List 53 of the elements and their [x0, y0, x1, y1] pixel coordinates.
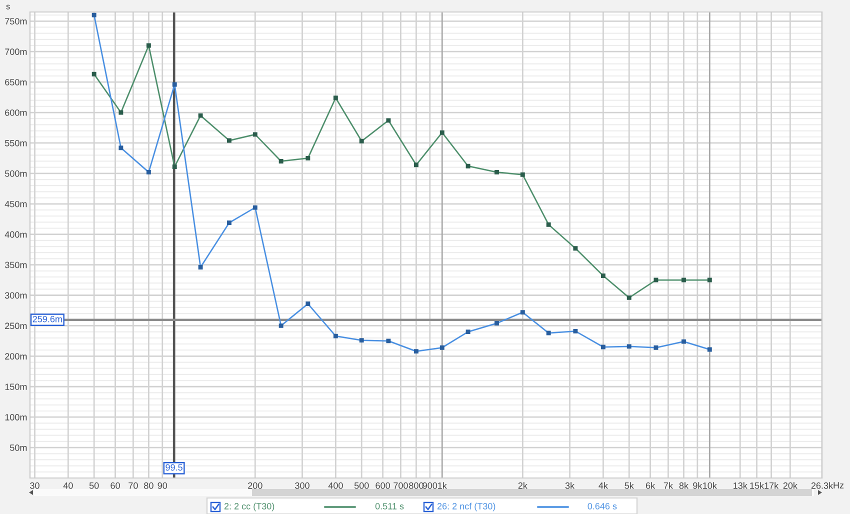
- y-tick-label: 200m: [5, 353, 27, 360]
- x-tick-label: 1k: [438, 482, 447, 489]
- x-tick-label: 30: [30, 482, 40, 489]
- x-tick-label: 17k: [764, 482, 779, 489]
- x-tick-label: 60: [110, 482, 120, 489]
- x-tick-label: 300: [295, 482, 310, 489]
- y-tick-label: 100m: [5, 414, 27, 420]
- x-tick-label: 500: [354, 482, 369, 489]
- x-tick-label: 40: [63, 482, 73, 489]
- y-tick-label: 50m: [10, 444, 27, 451]
- x-tick-label: 80: [144, 482, 154, 489]
- y-tick-label: 250m: [5, 322, 27, 330]
- x-axis-title: Hz: [834, 482, 844, 488]
- x-tick-label: 9k: [693, 482, 702, 489]
- y-tick-label: 400m: [4, 231, 27, 238]
- x-tick-label: 4k: [598, 482, 608, 489]
- x-tick-label: 15k: [750, 482, 764, 489]
- x-tick-label: 8k: [679, 482, 689, 489]
- y-tick-label: 300m: [4, 292, 27, 299]
- x-tick-label: 600: [376, 482, 390, 489]
- y-tick-label: 700m: [5, 48, 27, 55]
- x-tick-label: 13k: [734, 482, 748, 489]
- x-tick-label: 5k: [624, 482, 634, 489]
- x-tick-label: 26.3k: [811, 482, 834, 489]
- y-tick-label: 600m: [5, 109, 27, 116]
- x-tick-label: 7k: [664, 482, 673, 489]
- x-tick-label: 400: [328, 482, 343, 489]
- x-tick-label: 90: [158, 482, 168, 489]
- text: 0.646 s: [588, 503, 617, 510]
- y-tick-label: 650m: [5, 79, 27, 86]
- x-tick-label: 900: [422, 482, 438, 489]
- x-tick-label: 6k: [646, 482, 656, 489]
- x-tick-label: 200: [248, 482, 262, 489]
- text: 2: 2 cc (T30): [224, 502, 274, 512]
- y-axis-title: s: [6, 4, 10, 10]
- ref-line-label: 99.5: [166, 464, 182, 471]
- x-tick-label: 3k: [565, 482, 575, 489]
- x-tick-label: 2k: [518, 482, 528, 489]
- x-tick-label: 10k: [703, 482, 717, 489]
- text: 0.511 s: [375, 503, 404, 510]
- x-tick-label: 50: [89, 482, 99, 489]
- y-tick-label: 500m: [5, 170, 27, 177]
- x-tick-label: 20k: [783, 482, 798, 489]
- y-tick-label: 350m: [4, 262, 27, 268]
- y-tick-label: 750m: [5, 18, 27, 24]
- y-tick-label: 150m: [5, 384, 27, 390]
- x-tick-label: 70: [128, 482, 138, 489]
- text: 26: 2 ncf (T30): [437, 502, 496, 512]
- x-tick-label: 700: [394, 482, 408, 489]
- y-tick-label: 450m: [4, 200, 27, 208]
- x-tick-label: 800: [409, 482, 424, 489]
- y-tick-label: 550m: [5, 140, 27, 146]
- ref-line-label: 259.6m: [32, 316, 62, 322]
